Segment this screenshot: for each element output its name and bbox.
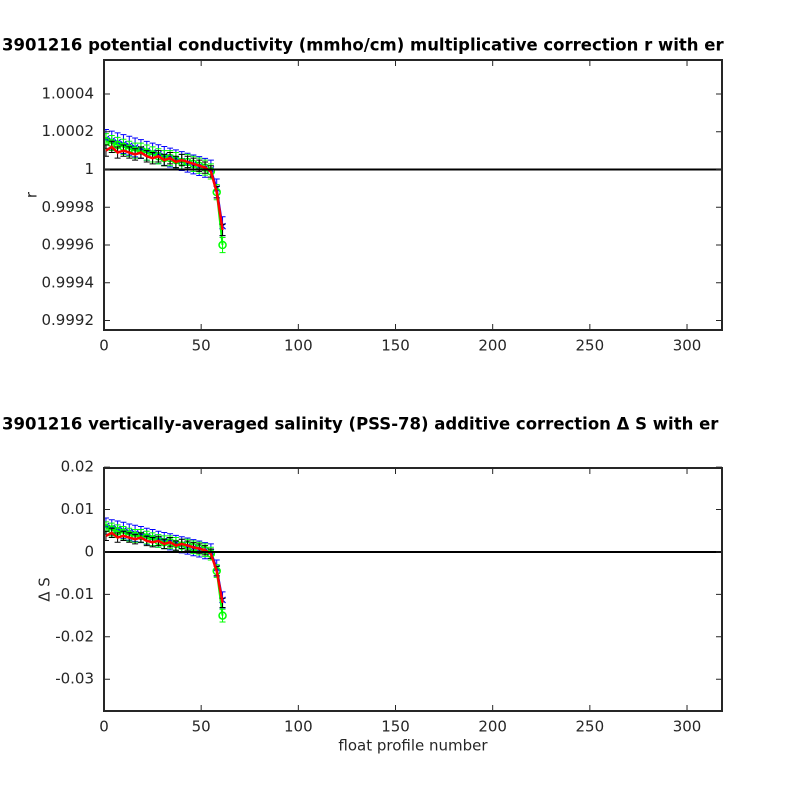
x-axis-label: float profile number (338, 737, 488, 755)
y-tick-label: 0.9994 (42, 273, 95, 291)
y-tick-label: 1.0004 (42, 84, 95, 102)
x-tick-label: 100 (284, 718, 313, 736)
x-tick-label: 150 (381, 337, 410, 355)
series-line (105, 145, 224, 231)
x-tick-label: 0 (99, 718, 109, 736)
y-tick-label: 0.01 (61, 500, 94, 518)
y-tick-label: -0.03 (55, 670, 94, 688)
x-tick-label: 250 (576, 337, 605, 355)
y-tick-label: -0.01 (55, 585, 94, 603)
x-tick-label: 250 (576, 718, 605, 736)
y-tick-label: 0 (84, 542, 94, 560)
y-axis-label: r (23, 191, 41, 198)
y-tick-label: 0.9996 (42, 236, 95, 254)
y-tick-label: 1 (84, 160, 94, 178)
y-tick-label: 0.02 (61, 458, 94, 476)
x-tick-label: 300 (673, 337, 702, 355)
axes-box (103, 59, 723, 331)
x-tick-label: 300 (673, 718, 702, 736)
x-tick-label: 0 (99, 337, 109, 355)
error-bar (104, 144, 109, 157)
x-tick-label: 100 (284, 337, 313, 355)
axes-box (103, 467, 723, 712)
chart-title: 3901216 vertically-averaged salinity (PS… (2, 415, 719, 434)
plot-area (104, 517, 722, 623)
y-tick-label: 0.9998 (42, 198, 95, 216)
x-tick-label: 50 (192, 337, 211, 355)
plot-area (104, 128, 722, 254)
point (218, 240, 227, 250)
error-bar (104, 530, 109, 542)
y-tick-label: 0.9992 (42, 311, 95, 329)
chart-title: 3901216 potential conductivity (mmho/cm)… (2, 36, 724, 55)
series-line (105, 531, 224, 604)
x-tick-label: 200 (478, 718, 507, 736)
y-tick-label: 1.0002 (42, 122, 95, 140)
x-tick-label: 200 (478, 337, 507, 355)
x-tick-label: 50 (192, 718, 211, 736)
y-axis-label: Δ S (36, 577, 54, 602)
y-tick-label: -0.02 (55, 627, 94, 645)
point (218, 611, 227, 620)
x-tick-label: 150 (381, 718, 410, 736)
